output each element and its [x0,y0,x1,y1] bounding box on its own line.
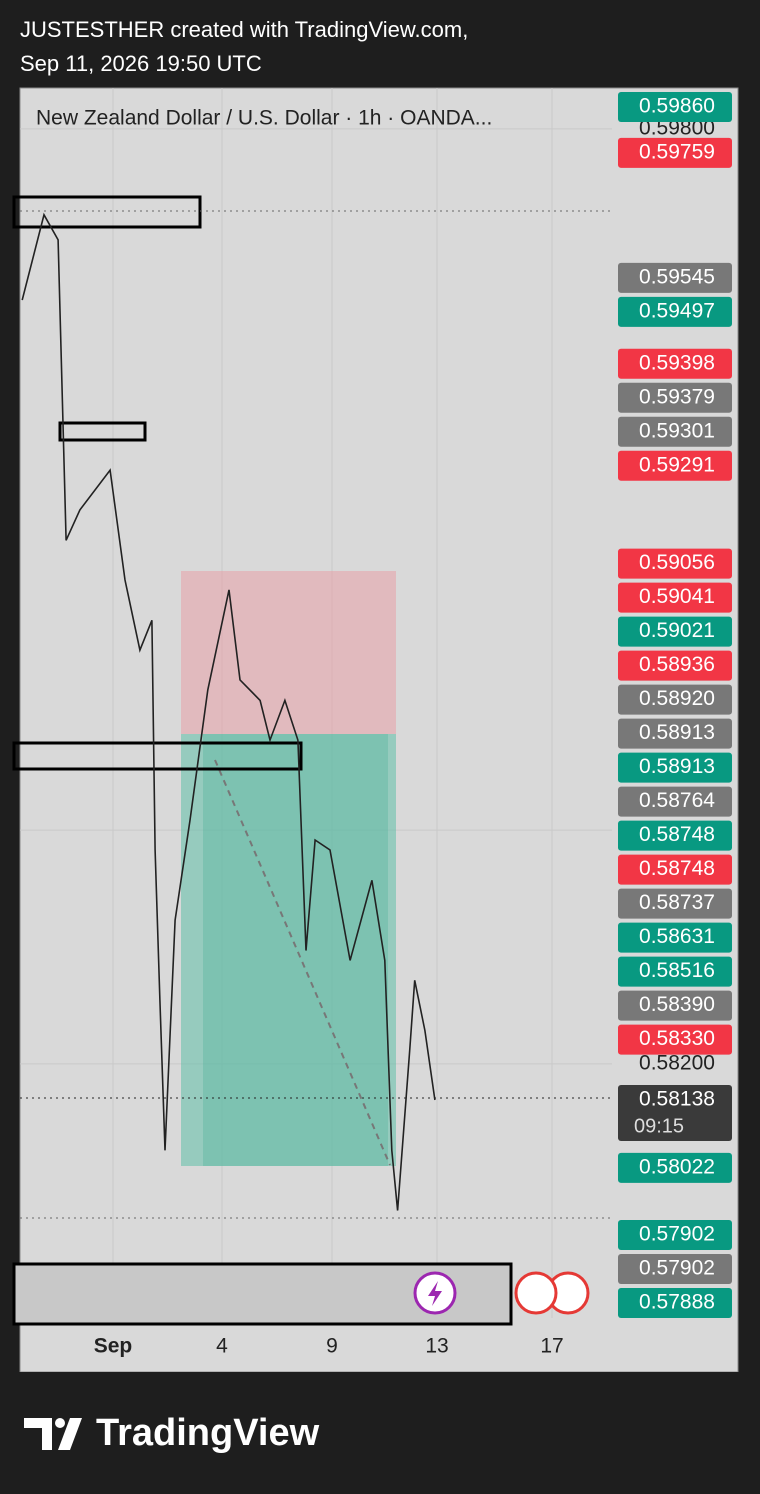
price-badge-label: 0.57902 [639,1257,715,1280]
price-badge [618,450,732,481]
plot [12,88,612,1326]
price-badge-label: 0.59398 [639,351,715,374]
zone-box [58,421,147,442]
price-badge [618,718,732,749]
zone-box [12,741,303,771]
price-badge-label: 0.58330 [639,1027,715,1050]
price-badge [618,752,732,783]
price-badge [618,92,732,122]
profit-zone [203,734,388,1166]
price-badge-label: 0.59041 [639,585,715,608]
price-badge [618,650,732,681]
price-line [21,212,436,1211]
price-badge-label: 0.57888 [639,1291,715,1314]
x-tick-label: 4 [216,1335,228,1358]
price-badge-label: 0.59056 [639,551,715,574]
stop-zone [181,571,396,734]
x-tick-label: 17 [540,1335,563,1358]
price-badge-label: 0.59860 [639,95,715,118]
price-badge-label: 0.58737 [639,891,715,914]
price-badge [618,137,732,168]
price-badge-label: 0.58516 [639,959,715,982]
price-badge [618,888,732,919]
price-badge-label: 0.58748 [639,823,715,846]
price-badge-label: 0.59291 [639,453,715,476]
price-badge-label: 0.59545 [639,265,715,288]
price-badge-label: 0.58631 [639,925,715,948]
y-tick-label: 0.58200 [639,1051,715,1074]
brand-logo [24,1418,82,1450]
price-badge [618,1288,732,1318]
price-badge [618,262,732,293]
price-badge [618,956,732,987]
footer-bg [0,1372,760,1494]
price-badge-label: 0.59379 [639,385,715,408]
countdown: 09:15 [634,1115,684,1137]
price-badge [618,416,732,447]
date-line: Sep 11, 2026 19:50 UTC [20,51,262,76]
price-badge [618,1085,732,1142]
price-badge-label: 0.58022 [639,1155,715,1178]
price-badge [618,616,732,647]
price-badge [618,348,732,379]
price-badge [618,854,732,885]
price-badge-label: 0.59497 [639,299,715,322]
chart-title: New Zealand Dollar / U.S. Dollar · 1h · … [36,107,492,130]
x-tick-label: 13 [425,1335,448,1358]
x-tick-label: 9 [326,1335,338,1358]
x-tick-label: Sep [94,1335,133,1358]
price-badge-label: 0.58920 [639,687,715,710]
author-line: JUSTESTHER created with TradingView.com, [20,17,468,42]
price-badge-label: 0.58913 [639,721,715,744]
price-badge-label: 0.58390 [639,993,715,1016]
price-badge [618,582,732,613]
price-badge [618,1254,732,1284]
price-badge-label: 0.58138 [639,1088,715,1111]
price-badge [618,1220,732,1250]
price-badge [618,548,732,579]
price-badge-label: 0.59301 [639,419,715,442]
price-badge [618,684,732,715]
brand-name: TradingView [96,1412,320,1454]
price-badge [618,820,732,851]
price-badge [618,1024,732,1055]
price-badge [618,1152,732,1183]
price-badge-label: 0.59021 [639,619,715,642]
price-badge-label: 0.57902 [639,1223,715,1246]
brand-logo-dot [55,1418,65,1428]
price-badge [618,922,732,953]
price-badge [618,786,732,817]
y-tick-label: 0.59800 [639,116,715,139]
price-badge-label: 0.59759 [639,140,715,163]
price-badge-label: 0.58764 [639,789,715,812]
price-badge-label: 0.58936 [639,653,715,676]
price-badge [618,382,732,413]
price-badge-label: 0.58748 [639,857,715,880]
price-badge [618,296,732,327]
price-badge-label: 0.58913 [639,755,715,778]
event-icon[interactable] [514,1271,558,1315]
trade-path [214,759,391,1166]
zone-box [12,195,202,229]
price-badge [618,990,732,1021]
event-icon-bolt [428,1281,442,1306]
